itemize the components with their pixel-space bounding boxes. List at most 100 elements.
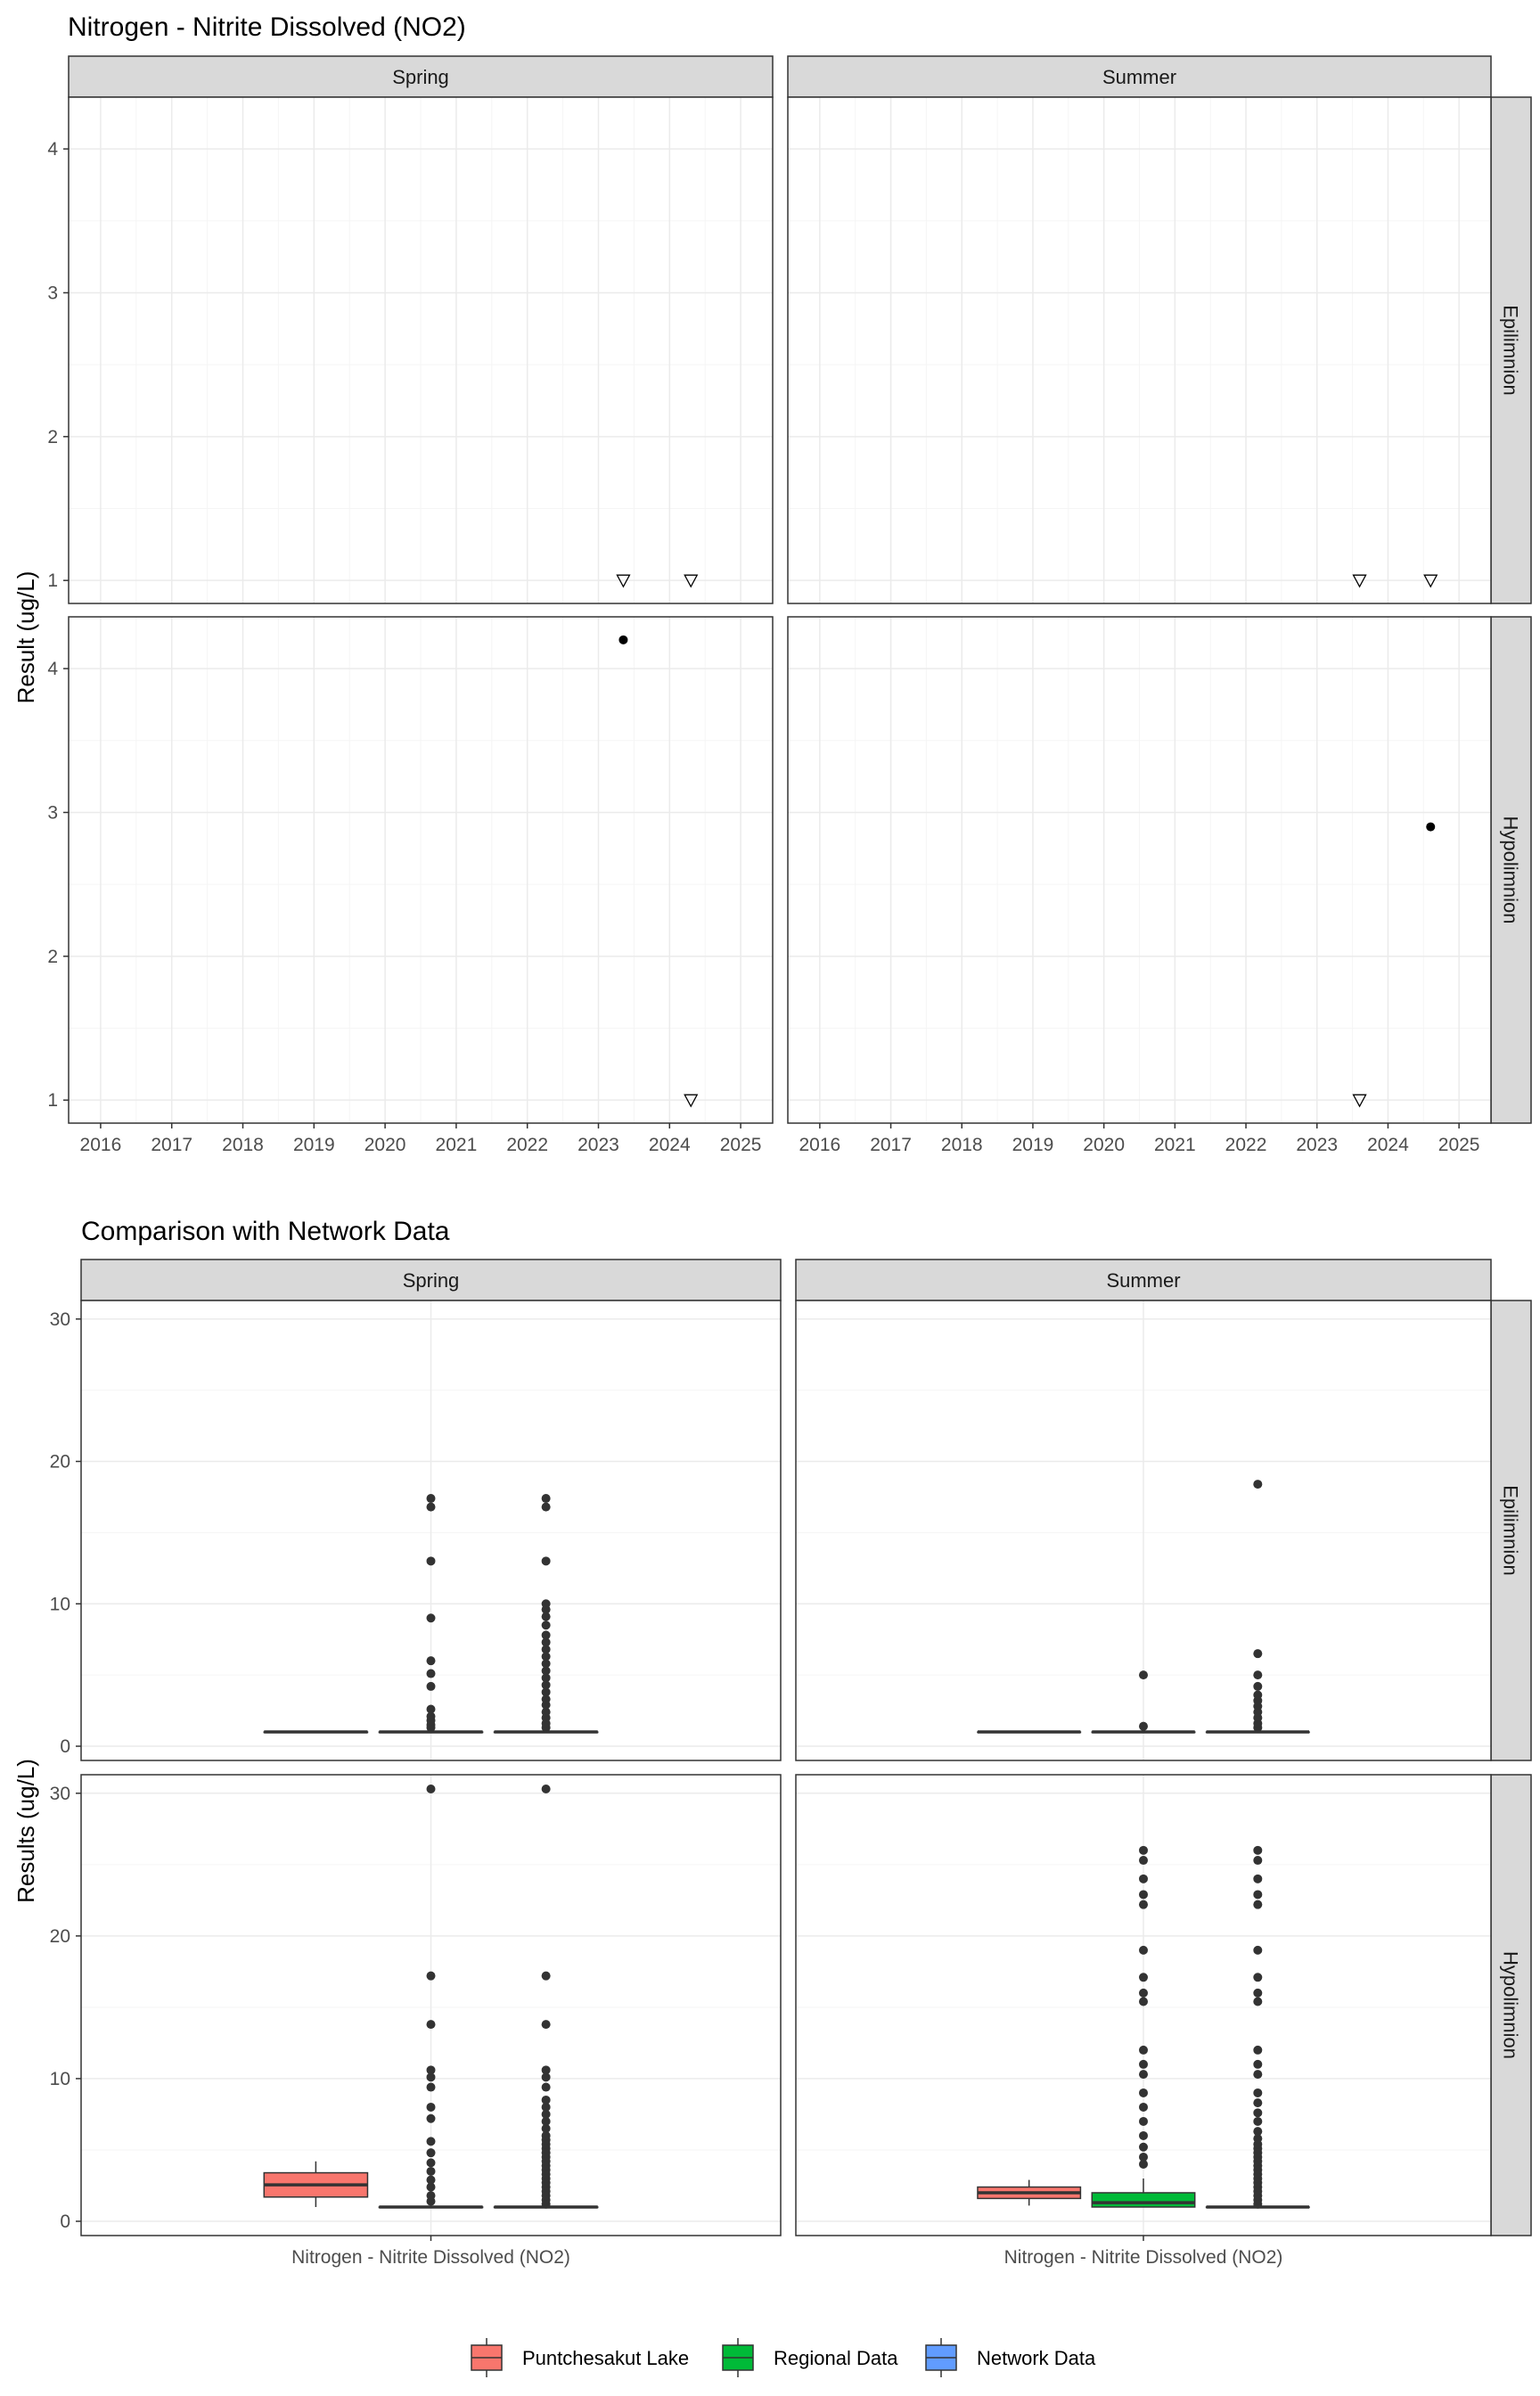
y-tick-label: 20 <box>50 1452 70 1473</box>
x-tick-label: 2018 <box>222 1135 264 1155</box>
strip-right-epilimnion <box>1490 96 1532 604</box>
outlier-point <box>541 2116 551 2126</box>
outlier-point <box>1139 1900 1148 1909</box>
chart2-panels <box>80 1300 1492 2236</box>
chart1-title: Nitrogen - Nitrite Dissolved (NO2) <box>68 12 466 42</box>
panel-border <box>68 616 774 1124</box>
outlier-point <box>426 2072 436 2082</box>
outlier-point <box>541 2095 551 2105</box>
y-tick-label: 2 <box>47 947 58 967</box>
outlier-point <box>1253 1649 1263 1659</box>
outlier-point <box>1253 2134 1263 2144</box>
outlier-point <box>426 2082 436 2092</box>
x-tick-label: 2025 <box>1438 1135 1480 1155</box>
strip-top-summer <box>795 1259 1492 1301</box>
outlier-point <box>1253 2088 1263 2097</box>
outlier-point <box>541 1971 551 1981</box>
x-tick-label: 2024 <box>1367 1135 1409 1155</box>
outlier-point <box>541 1556 551 1566</box>
outlier-point <box>1139 2142 1148 2152</box>
box-regional-data <box>1091 1670 1196 1734</box>
outlier-point <box>1253 1845 1263 1855</box>
chart1-axes: 1 2 3 4 1 2 3 4 2016 2017 2018 2019 2020 2021 2022 2023… <box>47 139 1479 1155</box>
box-body <box>1091 2192 1196 2208</box>
outlier-point <box>1139 2159 1148 2169</box>
x-tick-label: 2016 <box>80 1135 122 1155</box>
x-tick-label: 2022 <box>506 1135 548 1155</box>
x-tick-label: 2020 <box>1083 1135 1125 1155</box>
box-regional-data <box>1091 1845 1196 2208</box>
outlier-point <box>1139 2116 1148 2126</box>
outlier-point <box>541 1502 551 1512</box>
outlier-point <box>541 1494 551 1504</box>
panel-spring-hypolimnion <box>80 1774 782 2236</box>
outlier-point <box>426 2191 436 2201</box>
outlier-point <box>1253 1670 1263 1680</box>
strip-label-spring: Spring <box>392 66 449 88</box>
outlier-point <box>1139 2102 1148 2112</box>
outlier-point <box>1139 1988 1148 1998</box>
outlier-point <box>541 1680 551 1690</box>
outlier-point <box>1253 1890 1263 1900</box>
outlier-point <box>426 1502 436 1512</box>
outlier-point <box>426 2148 436 2158</box>
strip-label-spring: Spring <box>403 1269 460 1292</box>
outlier-point <box>1139 2045 1148 2055</box>
outlier-point <box>426 2175 436 2185</box>
outlier-point <box>541 1621 551 1630</box>
outlier-point <box>1253 1997 1263 2006</box>
outlier-point <box>426 1681 436 1691</box>
panel-summer-epilimnion <box>787 96 1492 604</box>
box-puntchesakut-lake <box>977 1730 1082 1734</box>
outlier-point <box>1139 2130 1148 2140</box>
outlier-point <box>1139 1890 1148 1900</box>
strip-label-epilimnion: Epilimnion <box>1500 305 1522 396</box>
outlier-point <box>426 1711 436 1721</box>
outlier-point <box>1139 1670 1148 1680</box>
chart2-ylabel: Results (ug/L) <box>12 1759 39 1903</box>
outlier-point <box>1139 1721 1148 1731</box>
panel-summer-hypolimnion <box>787 616 1492 1124</box>
outlier-point <box>426 1613 436 1623</box>
panel-spring-hypolimnion <box>68 616 774 1124</box>
strip-label-epilimnion: Epilimnion <box>1500 1485 1522 1576</box>
outlier-point <box>1139 1845 1148 1855</box>
strip-label-summer: Summer <box>1106 1269 1180 1292</box>
x-tick-label: 2025 <box>720 1135 762 1155</box>
y-tick-label: 4 <box>47 659 58 679</box>
x-tick-label: 2023 <box>1296 1135 1338 1155</box>
y-tick-label: 3 <box>47 802 58 823</box>
x-tick-label: Nitrogen - Nitrite Dissolved (NO2) <box>291 2247 570 2268</box>
data-point-detected <box>1426 822 1436 832</box>
legend-label: Network Data <box>977 2347 1096 2369</box>
y-tick-label: 30 <box>50 1309 70 1330</box>
x-tick-label: 2017 <box>151 1135 192 1155</box>
outlier-point <box>426 1556 436 1566</box>
box-regional-data <box>378 1494 484 1734</box>
panel-border <box>787 616 1492 1124</box>
strip-right-epilimnion <box>1490 1300 1532 1761</box>
panel-spring-epilimnion <box>68 96 774 604</box>
outlier-point <box>1253 1973 1263 1982</box>
x-tick-label: 2024 <box>649 1135 691 1155</box>
outlier-point <box>541 2065 551 2075</box>
box-regional-data <box>378 1785 484 2209</box>
y-tick-label: 10 <box>50 2069 70 2089</box>
chart2-axes: 0 10 20 30 0 10 20 30 Nitrogen - Nitrite Dissolv… <box>50 1309 1283 2268</box>
data-point-below-detection <box>684 574 699 588</box>
outlier-point <box>541 2082 551 2092</box>
legend: Puntchesakut Lake Regional Data Network Da… <box>471 2338 1096 2377</box>
outlier-point <box>426 1971 436 1981</box>
panel-summer-hypolimnion <box>795 1774 1492 2236</box>
strip-label-hypolimnion: Hypolimnion <box>1500 816 1522 923</box>
x-tick-label: 2019 <box>293 1135 335 1155</box>
outlier-point <box>426 1669 436 1678</box>
outlier-point <box>541 1612 551 1621</box>
panel-border <box>68 96 774 604</box>
outlier-point <box>541 1707 551 1717</box>
outlier-point <box>1139 2152 1148 2162</box>
box-network-data <box>1205 1845 1310 2209</box>
legend-item-network-data: Network Data <box>925 2338 1096 2377</box>
outlier-point <box>1253 1480 1263 1489</box>
outlier-point <box>1253 2059 1263 2069</box>
